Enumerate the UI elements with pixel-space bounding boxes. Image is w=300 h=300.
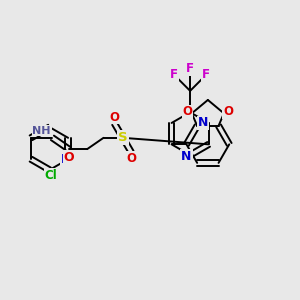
Text: O: O [63,151,74,164]
Text: Cl: Cl [45,169,57,182]
Text: NH: NH [32,126,51,136]
Text: O: O [109,110,119,124]
Text: S: S [118,131,128,144]
Text: N: N [182,150,192,163]
Text: F: F [170,68,178,81]
Text: N: N [61,153,71,166]
Text: N: N [198,116,208,130]
Text: O: O [223,105,233,119]
Text: F: F [186,62,194,75]
Text: O: O [127,152,137,165]
Text: O: O [183,105,193,119]
Text: F: F [202,68,210,81]
